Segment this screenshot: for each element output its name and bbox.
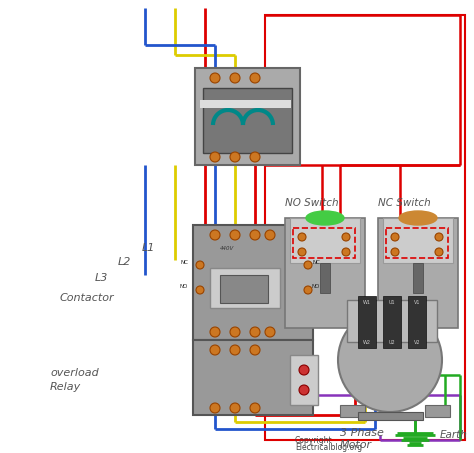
Circle shape xyxy=(230,152,240,162)
Bar xyxy=(386,228,448,258)
Text: W2: W2 xyxy=(363,340,371,345)
Circle shape xyxy=(196,286,204,294)
Circle shape xyxy=(304,286,312,294)
Bar xyxy=(203,88,292,153)
Text: 3 Phase: 3 Phase xyxy=(340,428,384,438)
Circle shape xyxy=(338,308,442,412)
Text: NO: NO xyxy=(312,284,320,289)
Circle shape xyxy=(230,327,240,337)
Bar xyxy=(358,412,423,420)
Circle shape xyxy=(230,345,240,355)
Text: 440V: 440V xyxy=(220,246,234,251)
Text: L1: L1 xyxy=(142,243,155,253)
Circle shape xyxy=(250,403,260,413)
Circle shape xyxy=(391,248,399,256)
Circle shape xyxy=(210,403,220,413)
Circle shape xyxy=(265,327,275,337)
Bar xyxy=(200,100,291,108)
Bar xyxy=(265,15,465,440)
Bar xyxy=(340,405,365,417)
Text: NO: NO xyxy=(180,284,188,289)
Circle shape xyxy=(435,233,443,241)
Bar xyxy=(193,340,313,415)
Circle shape xyxy=(265,230,275,240)
Circle shape xyxy=(230,403,240,413)
Circle shape xyxy=(250,327,260,337)
Circle shape xyxy=(250,345,260,355)
Text: U2: U2 xyxy=(389,340,395,345)
Bar xyxy=(383,218,453,263)
Bar xyxy=(425,405,450,417)
Bar xyxy=(413,263,423,293)
Text: Motor: Motor xyxy=(340,440,372,450)
Bar xyxy=(320,263,330,293)
Text: NC Switch: NC Switch xyxy=(378,198,431,208)
Bar xyxy=(378,218,458,328)
Circle shape xyxy=(210,73,220,83)
Circle shape xyxy=(250,73,260,83)
Circle shape xyxy=(435,248,443,256)
Circle shape xyxy=(210,230,220,240)
Circle shape xyxy=(250,230,260,240)
Text: V2: V2 xyxy=(414,340,420,345)
Text: Electricalblog.org: Electricalblog.org xyxy=(295,443,362,452)
Circle shape xyxy=(196,261,204,269)
Bar xyxy=(347,300,437,342)
Bar xyxy=(408,296,426,348)
Circle shape xyxy=(250,152,260,162)
Text: Contactor: Contactor xyxy=(60,293,115,303)
Text: Relay: Relay xyxy=(50,382,81,392)
Text: L3: L3 xyxy=(95,273,109,283)
Text: NO Switch: NO Switch xyxy=(285,198,338,208)
Bar xyxy=(195,68,300,165)
Text: NC: NC xyxy=(180,260,188,265)
Text: overload: overload xyxy=(50,368,99,378)
Circle shape xyxy=(210,152,220,162)
Text: U1: U1 xyxy=(389,300,395,305)
Circle shape xyxy=(304,261,312,269)
Text: Copyright: Copyright xyxy=(295,436,333,445)
Bar xyxy=(290,355,318,405)
Bar xyxy=(220,275,268,303)
Ellipse shape xyxy=(399,211,437,225)
Bar xyxy=(210,268,280,308)
Bar xyxy=(193,225,313,340)
Circle shape xyxy=(299,385,309,395)
Circle shape xyxy=(299,365,309,375)
Bar xyxy=(358,296,376,348)
Text: V1: V1 xyxy=(414,300,420,305)
Bar xyxy=(293,228,355,258)
Text: Earth: Earth xyxy=(440,430,468,440)
Circle shape xyxy=(210,327,220,337)
Bar xyxy=(285,218,365,328)
Circle shape xyxy=(342,233,350,241)
Circle shape xyxy=(298,248,306,256)
Text: NC: NC xyxy=(312,260,320,265)
Circle shape xyxy=(230,73,240,83)
Circle shape xyxy=(210,345,220,355)
Circle shape xyxy=(298,233,306,241)
Text: L2: L2 xyxy=(118,257,131,267)
Bar xyxy=(290,218,360,263)
Text: W1: W1 xyxy=(363,300,371,305)
Circle shape xyxy=(230,230,240,240)
Circle shape xyxy=(391,233,399,241)
Circle shape xyxy=(342,248,350,256)
Bar xyxy=(383,296,401,348)
Ellipse shape xyxy=(306,211,344,225)
